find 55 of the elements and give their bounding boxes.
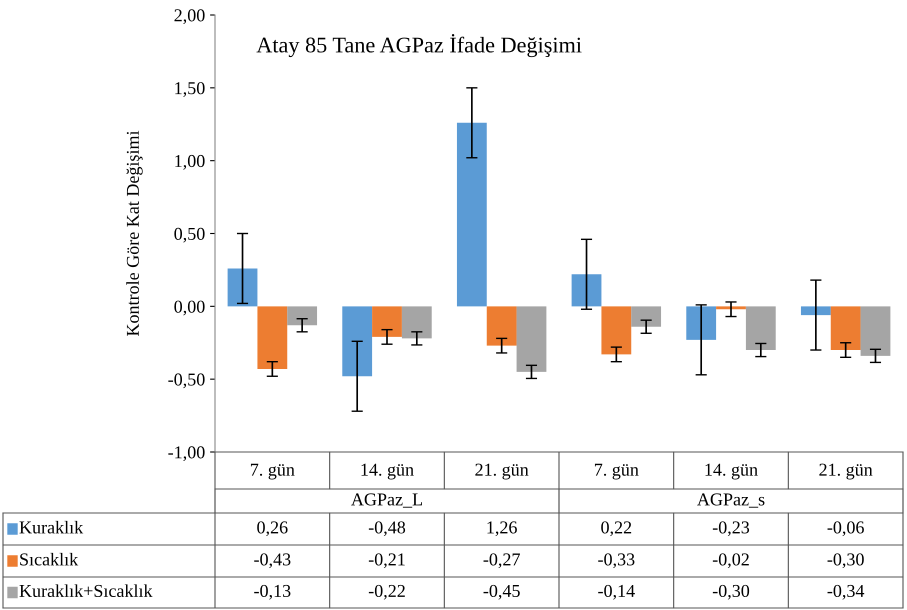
data-label: -0,06 [828, 521, 864, 536]
bar [372, 306, 402, 337]
data-label: -0,27 [484, 553, 520, 568]
x-tick-label: 7. gün [594, 464, 639, 480]
bar [601, 306, 632, 354]
legend-label: Kuraklık [20, 520, 84, 534]
data-label: -0,22 [368, 584, 405, 600]
y-tick-label: -1,00 [168, 446, 205, 462]
data-label: -0,21 [368, 553, 405, 568]
data-label: -0,30 [828, 553, 864, 568]
bar [686, 306, 716, 340]
bar [287, 306, 318, 326]
data-label: -0,30 [712, 584, 750, 600]
data-label: -0,14 [598, 584, 635, 600]
legend-label: Sıcaklık [20, 552, 78, 566]
bar [228, 268, 258, 306]
text: AGPaz_L [351, 493, 422, 508]
y-tick-label: 0,00 [174, 300, 205, 316]
x-tick-label: 14. gün [706, 464, 758, 480]
y-tick-label: 1,00 [175, 154, 205, 170]
y-tick-label: 1,50 [175, 82, 205, 97]
y-tick-label: 2,00 [174, 9, 205, 24]
text: Atay 85 Tane AGPaz İfade Değişimi [256, 34, 582, 58]
data-label: -0,43 [254, 553, 290, 568]
data-label: -0,48 [368, 521, 406, 536]
bar [516, 306, 546, 372]
bar [631, 306, 662, 327]
y-tick-label: -0,50 [168, 373, 205, 388]
data-label: -0,02 [712, 553, 749, 568]
x-tick-label: 21. gün [819, 464, 872, 480]
bar [402, 306, 432, 338]
data-label: 0,22 [601, 521, 632, 536]
data-label: 1,26 [487, 521, 517, 536]
bar [572, 274, 602, 306]
bar [746, 306, 776, 350]
x-tick-label: 7. gün [250, 464, 295, 480]
data-label: -0,23 [712, 521, 750, 536]
data-label: -0,34 [828, 584, 864, 600]
x-tick-label: 21. gün [475, 464, 528, 480]
legend-label: Kuraklık+Sıcaklık [20, 584, 153, 598]
bar [456, 122, 487, 306]
data-label: -0,45 [484, 584, 520, 600]
bar [486, 306, 517, 346]
text: AGPaz_s [697, 493, 764, 508]
data-label: -0,33 [598, 553, 634, 568]
bar [342, 306, 372, 376]
data-label: -0,13 [254, 584, 290, 600]
data-label: 0,26 [257, 521, 288, 536]
bar [860, 306, 890, 356]
y-axis-title: Kontrole Göre Kat Değişimi [126, 130, 143, 336]
bar [257, 306, 288, 369]
bar [830, 306, 861, 350]
y-tick-label: 0,50 [174, 228, 205, 243]
x-tick-label: 14. gün [362, 464, 414, 480]
bar [800, 306, 831, 316]
